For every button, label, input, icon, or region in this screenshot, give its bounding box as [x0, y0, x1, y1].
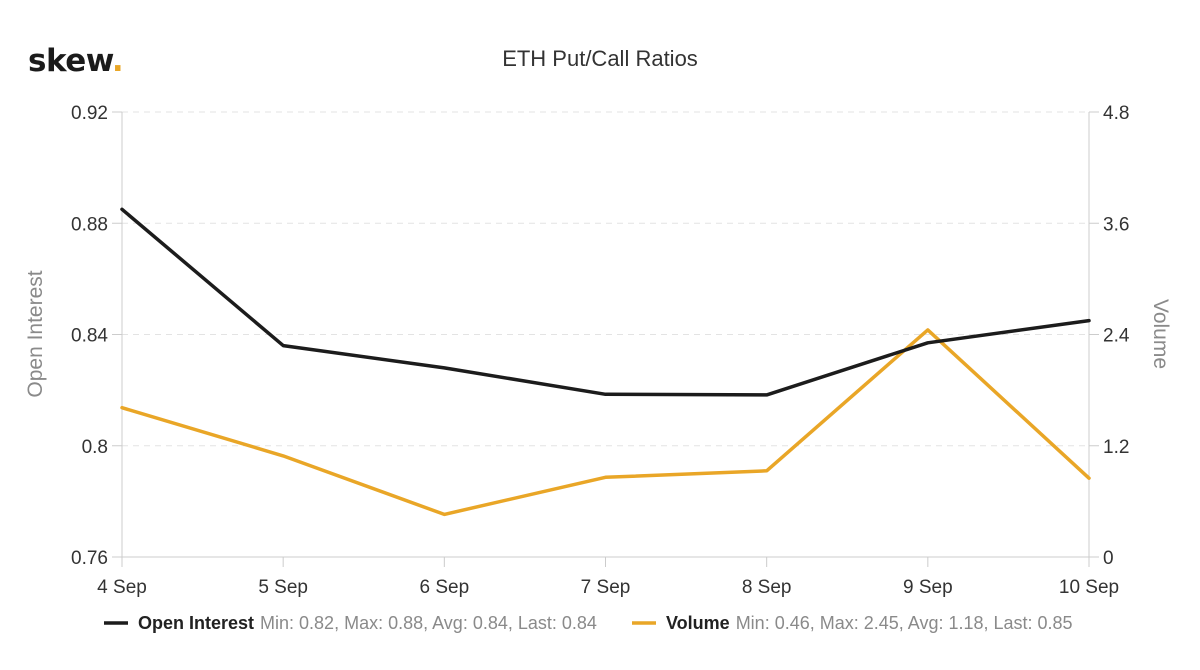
chart-title: ETH Put/Call Ratios	[502, 46, 698, 71]
right-tick-label: 0	[1103, 548, 1114, 569]
logo-dot: .	[112, 43, 123, 79]
left-tick-label: 0.76	[71, 548, 108, 569]
legend-label: Volume Min: 0.46, Max: 2.45, Avg: 1.18, L…	[666, 613, 1073, 633]
legend-item-volume[interactable]: Volume Min: 0.46, Max: 2.45, Avg: 1.18, L…	[632, 613, 1073, 633]
right-tick-label: 1.2	[1103, 437, 1129, 458]
svg-text:skew.: skew.	[28, 43, 123, 79]
left-tick-label: 0.84	[71, 326, 108, 347]
x-tick-label: 5 Sep	[258, 577, 308, 598]
legend-label: Open Interest Min: 0.82, Max: 0.88, Avg: …	[138, 613, 597, 633]
right-tick-label: 4.8	[1103, 103, 1129, 124]
series-layer	[120, 207, 1091, 517]
logo-text: skew	[28, 43, 114, 79]
logo: skew.	[28, 43, 124, 79]
x-tick-label: 6 Sep	[420, 577, 470, 598]
x-tick-label: 7 Sep	[581, 577, 631, 598]
left-tick-label: 0.8	[82, 437, 108, 458]
right-tick-label: 3.6	[1103, 214, 1129, 235]
right-axis-title: Volume	[1149, 299, 1172, 369]
left-axis-ticks: 0.92 0.88 0.84 0.8 0.76	[71, 103, 122, 569]
left-tick-label: 0.88	[71, 214, 108, 235]
right-tick-label: 2.4	[1103, 326, 1130, 347]
series-line-volume	[120, 328, 1091, 517]
x-axis-ticks: 4 Sep 5 Sep 6 Sep 7 Sep 8 Sep 9 Sep 10 Sep	[97, 557, 1119, 598]
left-tick-label: 0.92	[71, 103, 108, 124]
grid	[122, 111, 1089, 447]
series-line-open-interest	[120, 207, 1091, 397]
x-tick-label: 9 Sep	[903, 577, 953, 598]
x-tick-label: 4 Sep	[97, 577, 147, 598]
x-tick-label: 10 Sep	[1059, 577, 1119, 598]
left-axis-title: Open Interest	[24, 270, 47, 397]
x-tick-label: 8 Sep	[742, 577, 792, 598]
right-axis-ticks: 4.8 3.6 2.4 1.2 0	[1089, 103, 1130, 569]
legend[interactable]: Open Interest Min: 0.82, Max: 0.88, Avg: …	[104, 613, 1073, 633]
legend-item-open-interest[interactable]: Open Interest Min: 0.82, Max: 0.88, Avg: …	[104, 613, 597, 633]
